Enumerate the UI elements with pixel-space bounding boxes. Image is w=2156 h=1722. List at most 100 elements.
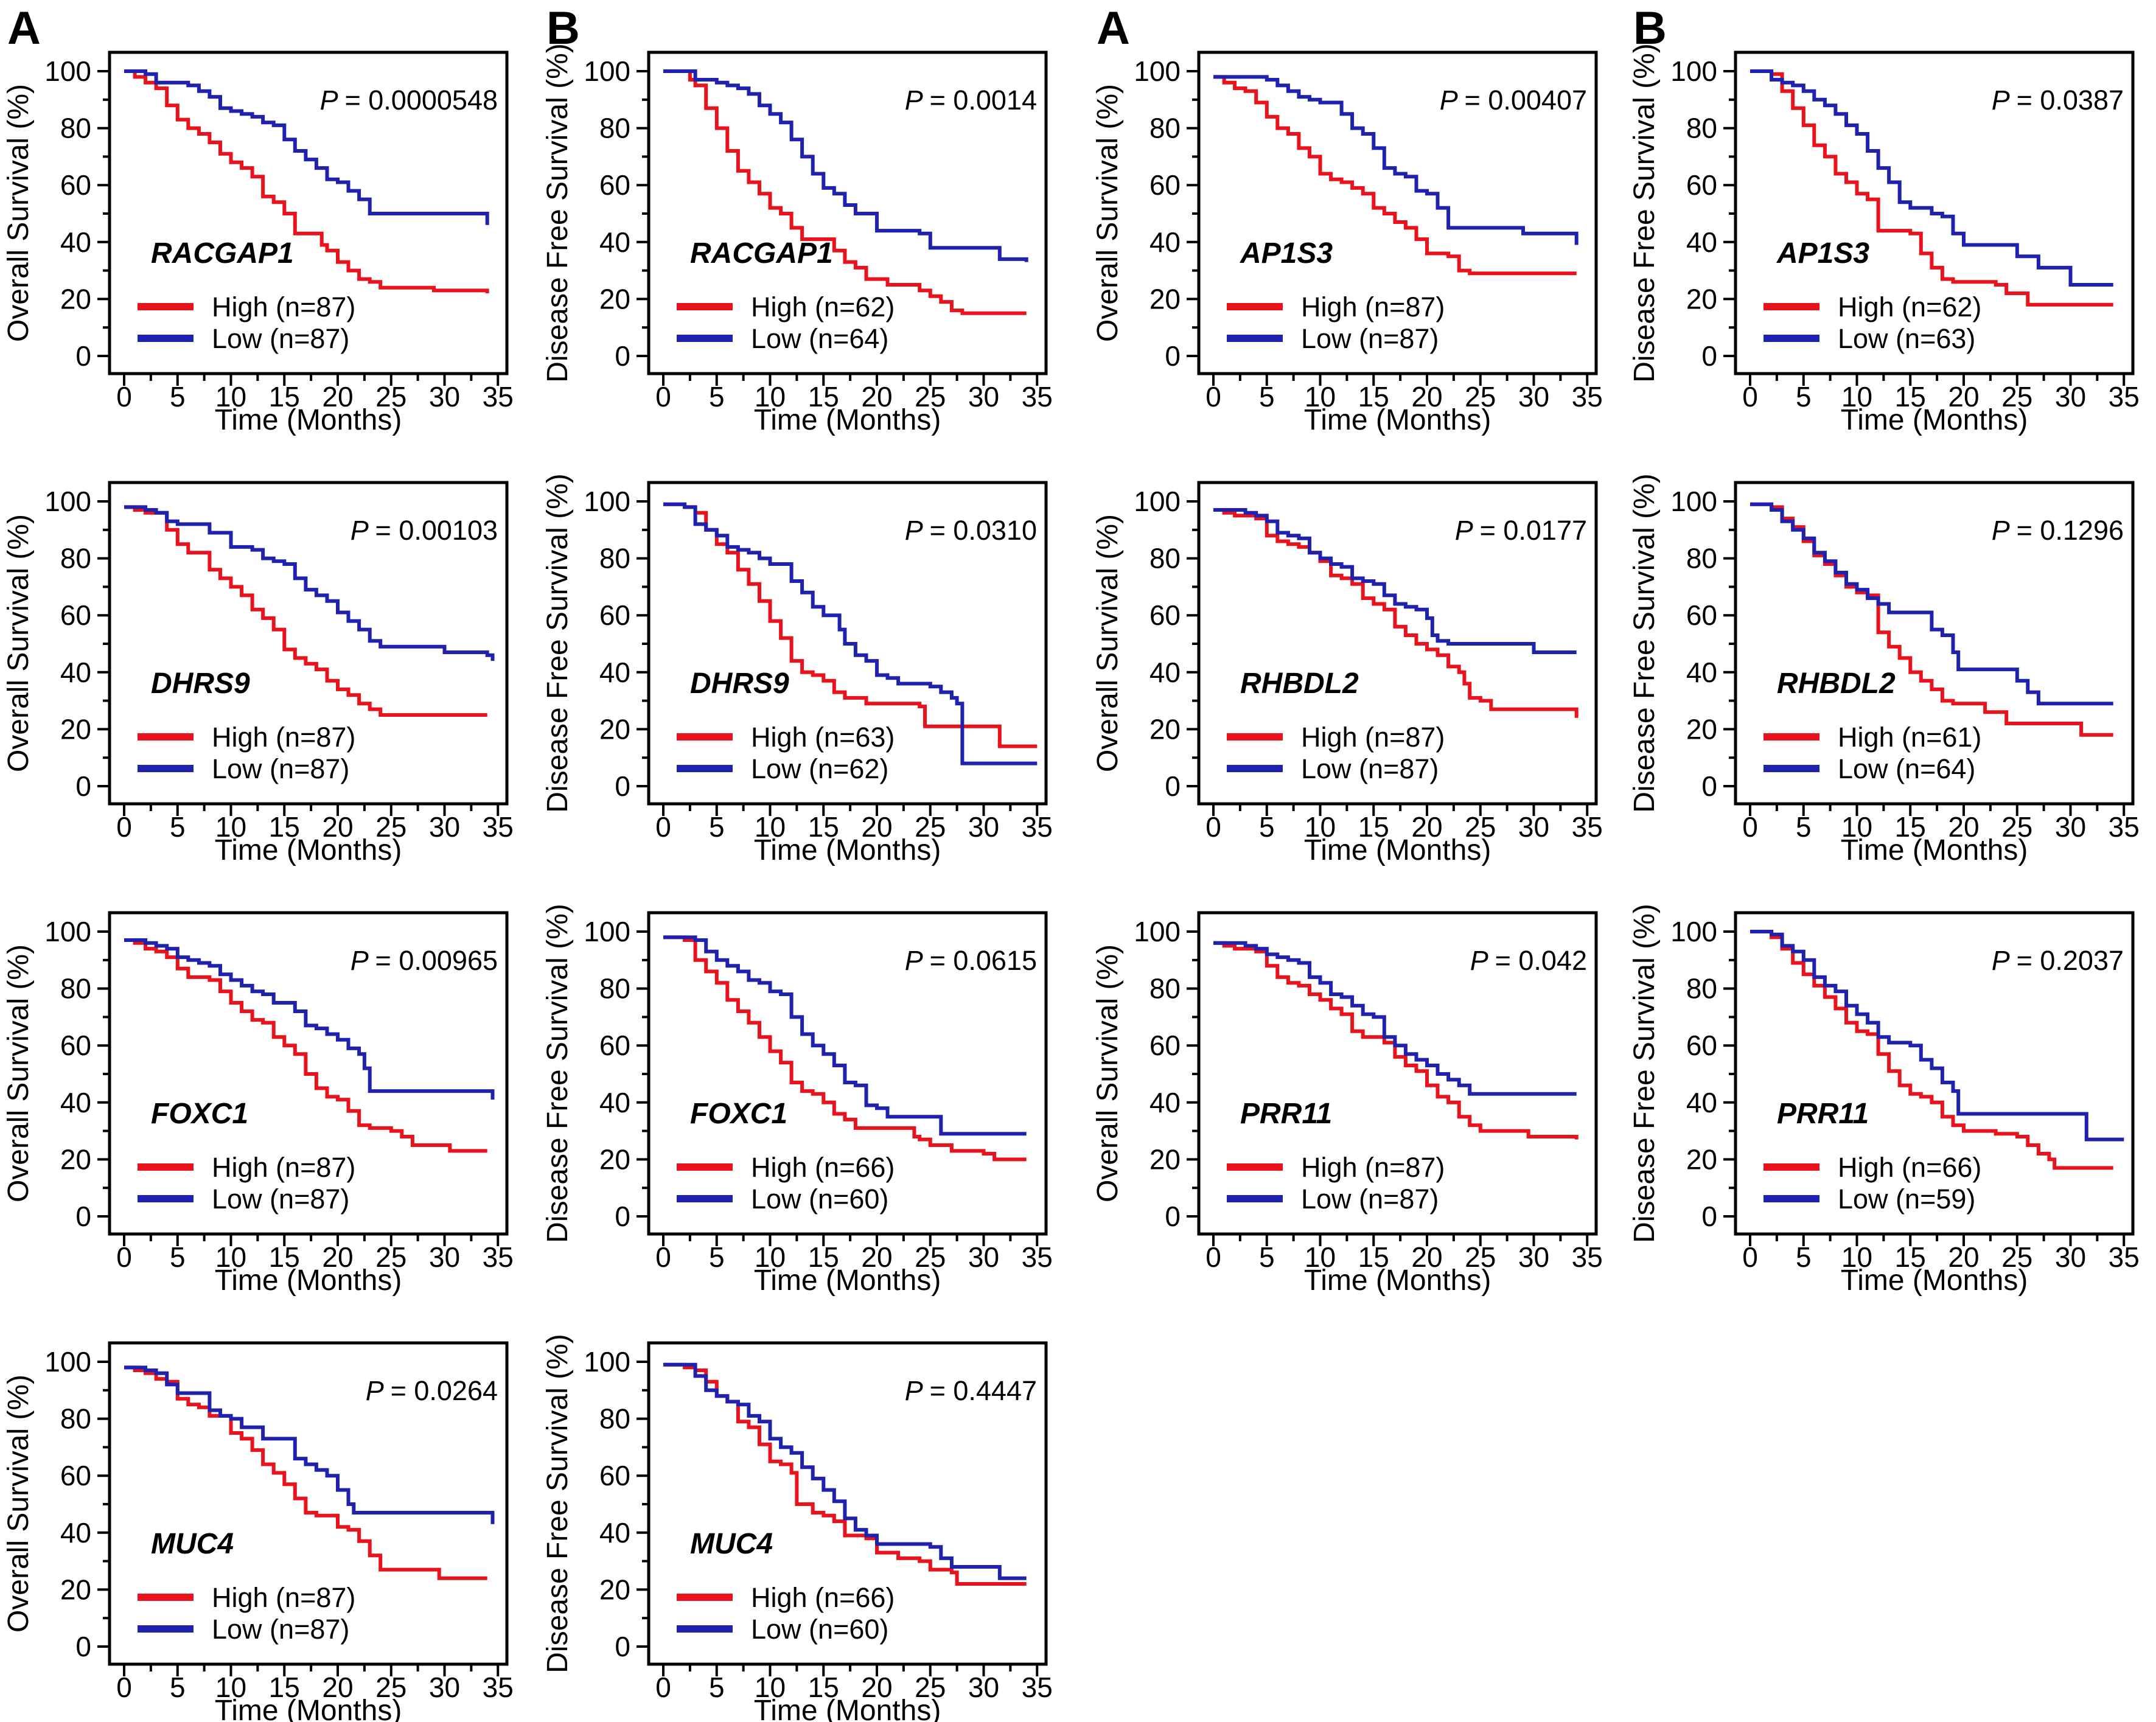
y-tick-label: 40	[599, 657, 630, 688]
y-tick-label: 40	[60, 1517, 91, 1549]
x-tick-label: 30	[1518, 1241, 1549, 1273]
x-tick-label: 0	[116, 1241, 132, 1273]
p-value-label: P = 0.00965	[351, 945, 498, 976]
high-curve	[1213, 508, 1579, 718]
y-tick-label: 40	[1150, 657, 1181, 688]
x-tick-label: 30	[968, 811, 999, 843]
y-tick-label: 60	[599, 1030, 630, 1061]
y-tick-label: 60	[1150, 169, 1181, 201]
x-tick-label: 0	[655, 1671, 671, 1703]
legend-high-label: High (n=66)	[751, 1582, 895, 1613]
x-tick-label: 0	[1205, 811, 1221, 843]
y-tick-label: 80	[599, 543, 630, 574]
gene-label: FOXC1	[151, 1098, 248, 1130]
y-tick-label: 20	[599, 283, 630, 315]
y-tick-label: 100	[1670, 916, 1717, 947]
km-plot-svg: 0 20 40 60 80 100 0 5 10 15 20 25 30 35 Time (Months) O…	[2, 481, 514, 866]
high-curve	[124, 69, 489, 293]
y-tick-label: 40	[60, 1087, 91, 1118]
low-curve	[1750, 69, 2113, 287]
legend-high-label: High (n=87)	[212, 1582, 355, 1613]
y-tick-label: 80	[1686, 543, 1717, 574]
km-plot-svg: 0 20 40 60 80 100 0 5 10 15 20 25 30 35 Time (Months) D…	[1628, 473, 2140, 866]
legend-low-label: Low (n=87)	[1301, 323, 1439, 354]
x-axis-title: Time (Months)	[215, 834, 402, 866]
x-tick-label: 20	[1948, 1241, 1979, 1273]
y-tick-label: 80	[1686, 973, 1717, 1005]
low-curve	[1750, 502, 2113, 706]
gene-label: DHRS9	[151, 668, 250, 700]
y-tick-label: 40	[1686, 1087, 1717, 1118]
y-tick-label: 20	[60, 1574, 91, 1605]
x-tick-label: 35	[1022, 381, 1053, 413]
x-axis-title: Time (Months)	[215, 404, 402, 436]
legend-low-label: Low (n=87)	[212, 1183, 349, 1215]
x-tick-label: 0	[116, 811, 132, 843]
low-curve	[124, 505, 495, 661]
y-tick-label: 20	[60, 1143, 91, 1175]
gene-label: AP1S3	[1240, 237, 1333, 270]
km-plot-svg: 0 20 40 60 80 100 0 5 10 15 20 25 30 35 Time (Months) D…	[542, 473, 1053, 866]
y-tick-label: 20	[1686, 713, 1717, 745]
x-tick-label: 10	[215, 1671, 246, 1703]
p-value-label: P = 0.0310	[905, 515, 1037, 546]
low-curve	[663, 502, 1038, 765]
y-tick-label: 80	[60, 543, 91, 574]
y-tick-label: 40	[599, 1087, 630, 1118]
x-tick-label: 20	[1948, 811, 1979, 843]
gene-label: MUC4	[151, 1528, 234, 1560]
gene-label: RHBDL2	[1777, 668, 1896, 700]
panel-foxc1-dfs: 0 20 40 60 80 100 0 5 10 15 20 25 30 35 Time (Months) D…	[539, 860, 1078, 1297]
y-tick-label: 0	[1165, 1201, 1181, 1232]
km-plot-svg: 0 20 40 60 80 100 0 5 10 15 20 25 30 35 Time (Months) D…	[1628, 904, 2140, 1297]
section-label: B	[546, 2, 580, 54]
legend-high-label: High (n=66)	[751, 1152, 895, 1183]
x-tick-label: 15	[269, 1671, 300, 1703]
section-label: B	[1633, 2, 1667, 54]
y-tick-label: 100	[584, 1346, 630, 1378]
y-tick-label: 60	[1150, 599, 1181, 631]
y-tick-label: 0	[615, 770, 630, 802]
legend-low-label: Low (n=87)	[212, 323, 349, 354]
x-tick-label: 25	[2001, 381, 2032, 413]
high-curve	[1750, 69, 2113, 307]
y-tick-label: 20	[1686, 283, 1717, 315]
y-tick-label: 60	[60, 1030, 91, 1061]
x-tick-label: 5	[1796, 381, 1812, 413]
km-plot-svg: B 0 20 40 60 80 100 0 5 10 15 20 25 30 35 Time (Months)…	[542, 2, 1053, 436]
y-tick-label: 80	[599, 1403, 630, 1435]
km-plot-svg: 0 20 40 60 80 100 0 5 10 15 20 25 30 35 Time (Months) D…	[542, 904, 1053, 1297]
legend-low-label: Low (n=87)	[212, 1614, 349, 1645]
gene-label: DHRS9	[690, 668, 789, 700]
x-tick-label: 5	[709, 811, 725, 843]
x-tick-label: 15	[1895, 381, 1926, 413]
x-tick-label: 0	[655, 811, 671, 843]
y-axis-title: Overall Survival (%)	[1092, 944, 1124, 1202]
y-tick-label: 80	[1150, 973, 1181, 1005]
x-tick-label: 35	[483, 1671, 514, 1703]
x-tick-label: 35	[483, 1241, 514, 1273]
legend-high-label: High (n=87)	[212, 1152, 355, 1183]
legend-low-label: Low (n=64)	[1838, 753, 1975, 784]
x-tick-label: 20	[1948, 381, 1979, 413]
legend-low-label: Low (n=60)	[751, 1614, 888, 1645]
y-tick-label: 40	[1150, 1087, 1181, 1118]
y-tick-label: 0	[75, 770, 91, 802]
x-tick-label: 30	[2055, 1241, 2086, 1273]
p-value-label: P = 0.00103	[351, 515, 498, 546]
y-tick-label: 0	[1701, 1201, 1717, 1232]
x-axis-title: Time (Months)	[754, 404, 941, 436]
y-axis-title: Overall Survival (%)	[2, 1375, 35, 1633]
x-tick-label: 20	[1411, 381, 1442, 413]
gene-label: MUC4	[690, 1528, 773, 1560]
x-tick-label: 20	[322, 1241, 353, 1273]
y-tick-label: 100	[1134, 486, 1181, 517]
x-tick-label: 35	[1022, 811, 1053, 843]
panel-muc4-dfs: 0 20 40 60 80 100 0 5 10 15 20 25 30 35 Time (Months) D…	[539, 1291, 1078, 1722]
x-tick-label: 20	[1411, 811, 1442, 843]
x-tick-label: 5	[709, 1671, 725, 1703]
x-tick-label: 15	[808, 381, 839, 413]
p-value-label: P = 0.2037	[1992, 945, 2124, 976]
x-tick-label: 30	[1518, 811, 1549, 843]
